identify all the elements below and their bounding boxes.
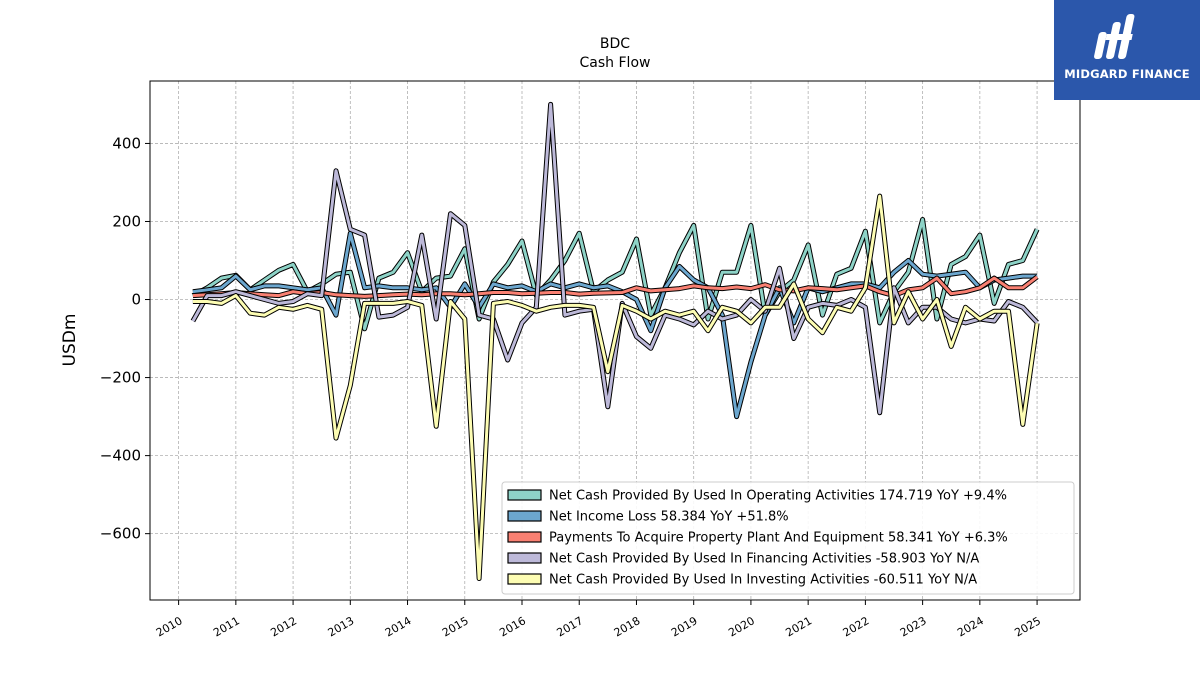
x-tick-label: 2017 [555,614,586,639]
legend-swatch [507,510,542,522]
legend-box [501,481,1075,595]
x-tick-label: 2012 [268,614,299,639]
x-tick-label: 2018 [612,614,643,639]
y-axis: −600 −400 −200 0 200 400 [100,134,150,543]
x-tick-label: 2023 [898,614,929,639]
legend-swatch [507,489,542,501]
legend: Net Cash Provided By Used In Operating A… [501,481,1075,595]
logo-text: MIDGARD FINANCE [1064,67,1190,81]
chart-subtitle: Cash Flow [580,55,651,71]
x-tick-label: 2013 [326,614,357,639]
legend-swatch [507,552,542,564]
legend-entry: Payments To Acquire Property Plant And E… [549,531,1008,546]
legend-entry: Net Cash Provided By Used In Financing A… [549,552,979,567]
x-tick-label: 2021 [783,614,814,639]
series-line-2 [192,230,1038,420]
y-tick-label: 200 [112,212,141,230]
x-tick-label: 2024 [955,614,986,639]
x-axis: 2010 2011 2012 2013 2014 2015 2016 2017 2018 2019… [154,600,1043,640]
legend-entry: Net Income Loss 58.384 YoY +51.8% [549,510,789,525]
y-tick-label: 400 [112,134,141,152]
logo-mark-icon [1094,14,1135,59]
x-tick-label: 2019 [669,614,700,639]
company-logo: MIDGARD FINANCE [1054,0,1200,100]
y-tick-label: 0 [131,291,141,309]
series-line-4 [190,101,1039,416]
x-tick-label: 2010 [154,614,185,639]
y-tick-label: −200 [100,369,141,387]
x-tick-label: 2020 [726,614,757,639]
series-stroke [192,231,1038,419]
series-stroke [191,102,1039,415]
series-stroke [192,194,1039,580]
x-tick-label: 2011 [211,614,242,639]
legend-entry: Net Cash Provided By Used In Operating A… [549,489,1007,504]
x-tick-label: 2014 [383,614,414,639]
y-axis-label: USDm [60,314,80,367]
chart-title: BDC [600,36,630,52]
legend-swatch [507,573,542,585]
plot-frame [149,80,1081,601]
legend-entry: Net Cash Provided By Used In Investing A… [549,573,977,588]
x-tick-label: 2015 [440,614,471,639]
series-lines [190,101,1040,581]
series-line-5 [192,193,1040,581]
y-tick-label: −600 [100,525,141,543]
x-tick-label: 2025 [1012,614,1043,639]
y-tick-label: −400 [100,447,141,465]
x-tick-label: 2016 [497,614,528,639]
legend-swatch [507,531,542,543]
x-tick-label: 2022 [841,614,872,639]
